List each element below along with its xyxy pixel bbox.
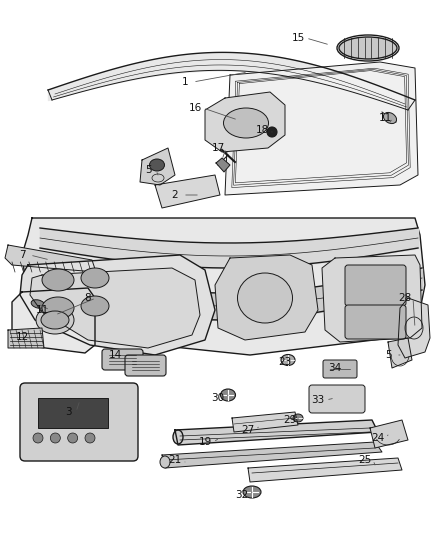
Text: 11: 11 [35,305,49,315]
Polygon shape [30,268,200,348]
Text: 5: 5 [385,350,391,360]
Ellipse shape [33,433,43,443]
Text: 19: 19 [198,437,212,447]
Polygon shape [22,218,425,355]
Ellipse shape [36,306,74,334]
Ellipse shape [223,108,268,138]
Polygon shape [155,175,220,208]
Text: 1: 1 [182,77,188,87]
Text: 15: 15 [291,33,304,43]
Ellipse shape [293,414,303,422]
Polygon shape [175,420,378,445]
Text: 29: 29 [283,415,297,425]
Text: 27: 27 [241,425,254,435]
Polygon shape [12,288,95,353]
Polygon shape [8,328,44,348]
FancyBboxPatch shape [102,349,143,370]
Ellipse shape [85,433,95,443]
Ellipse shape [339,37,397,59]
Ellipse shape [31,300,45,308]
Ellipse shape [220,389,236,401]
Ellipse shape [41,311,69,329]
Polygon shape [20,255,215,355]
Polygon shape [140,148,175,185]
Polygon shape [370,420,408,448]
Ellipse shape [42,297,74,319]
Text: 25: 25 [358,455,371,465]
Polygon shape [248,458,402,482]
Polygon shape [388,338,412,368]
Text: 23: 23 [279,357,292,367]
Ellipse shape [42,269,74,291]
FancyBboxPatch shape [38,398,108,428]
Text: 32: 32 [235,490,249,500]
FancyBboxPatch shape [323,360,357,378]
Ellipse shape [281,354,295,366]
Polygon shape [216,158,230,172]
Ellipse shape [67,433,78,443]
Polygon shape [232,412,298,432]
Polygon shape [205,92,285,152]
Ellipse shape [160,456,170,468]
Text: 7: 7 [19,250,25,260]
Ellipse shape [267,127,277,137]
Text: 12: 12 [15,332,28,342]
Ellipse shape [149,159,165,171]
Text: 17: 17 [212,143,225,153]
Text: 21: 21 [168,455,182,465]
FancyBboxPatch shape [20,383,138,461]
Text: 18: 18 [255,125,268,135]
FancyBboxPatch shape [345,265,406,306]
Text: 3: 3 [65,407,71,417]
Text: 8: 8 [85,293,91,303]
Ellipse shape [81,296,109,316]
FancyBboxPatch shape [345,305,406,339]
Text: 14: 14 [108,350,122,360]
Ellipse shape [237,273,293,323]
Text: 28: 28 [399,293,412,303]
Polygon shape [5,245,96,272]
Ellipse shape [50,433,60,443]
Text: 33: 33 [311,395,325,405]
Ellipse shape [383,112,396,124]
Text: 24: 24 [371,433,385,443]
Text: 11: 11 [378,113,392,123]
Polygon shape [162,442,382,468]
Ellipse shape [81,268,109,288]
Polygon shape [398,298,430,358]
FancyBboxPatch shape [309,385,365,413]
Polygon shape [322,255,422,342]
Ellipse shape [243,486,261,498]
Text: 34: 34 [328,363,342,373]
Text: 30: 30 [212,393,225,403]
Text: 5: 5 [145,165,151,175]
Text: 16: 16 [188,103,201,113]
Ellipse shape [173,430,183,444]
Polygon shape [225,62,418,195]
Text: 2: 2 [172,190,178,200]
FancyBboxPatch shape [125,355,166,376]
Polygon shape [215,255,318,340]
